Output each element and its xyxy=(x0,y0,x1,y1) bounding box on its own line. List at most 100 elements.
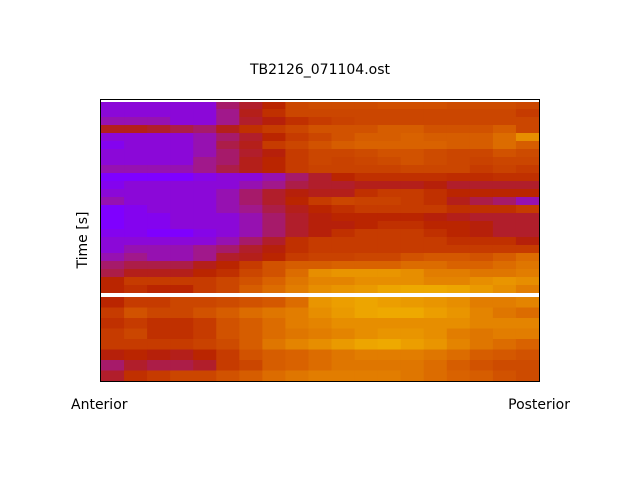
heatmap-cell xyxy=(193,328,217,340)
heatmap-cell xyxy=(101,237,125,246)
heatmap-cell xyxy=(515,297,540,308)
heatmap-cell xyxy=(492,109,517,118)
heatmap-cell xyxy=(124,221,148,230)
heatmap-cell xyxy=(400,101,425,110)
heatmap-cell xyxy=(285,229,309,238)
heatmap-cell xyxy=(469,269,494,278)
heatmap-cell xyxy=(515,237,540,246)
heatmap-cell xyxy=(469,277,494,286)
heatmap-cell xyxy=(308,253,333,262)
heatmap-cell xyxy=(193,189,217,198)
heatmap-cell xyxy=(216,277,240,286)
heatmap-cell xyxy=(285,173,309,182)
heatmap-cell xyxy=(308,133,333,142)
heatmap-cell xyxy=(515,181,540,190)
heatmap-cell xyxy=(193,133,217,142)
heatmap-cell xyxy=(400,285,425,294)
heatmap-cell xyxy=(147,261,171,270)
heatmap-cell xyxy=(515,117,540,126)
heatmap-cell xyxy=(354,221,379,230)
heatmap-cell xyxy=(193,221,217,230)
heatmap-cell xyxy=(193,318,217,329)
heatmap-cell xyxy=(262,261,286,270)
heatmap-cell xyxy=(193,125,217,134)
heatmap-cell xyxy=(423,181,448,190)
heatmap-cell xyxy=(400,261,425,270)
heatmap-cell xyxy=(377,173,402,182)
heatmap-cell xyxy=(101,229,125,238)
heatmap-cell xyxy=(354,157,379,166)
heatmap-cell xyxy=(285,253,309,262)
heatmap-cell xyxy=(285,109,309,118)
heatmap-cell xyxy=(193,197,217,206)
heatmap-cell xyxy=(147,189,171,198)
heatmap-cell xyxy=(423,328,448,340)
heatmap-cell xyxy=(377,109,402,118)
heatmap-cell xyxy=(124,237,148,246)
heatmap-cell xyxy=(285,261,309,270)
heatmap-cell xyxy=(262,181,286,190)
heatmap-cell xyxy=(285,133,309,142)
heatmap-cell xyxy=(446,173,471,182)
heatmap-cell xyxy=(354,318,379,329)
heatmap-cell xyxy=(354,297,379,308)
heatmap-cell xyxy=(124,197,148,206)
heatmap-cell xyxy=(101,173,125,182)
heatmap-cell xyxy=(423,149,448,158)
heatmap-cell xyxy=(331,221,356,230)
heatmap-cell xyxy=(469,253,494,262)
heatmap-cell xyxy=(377,117,402,126)
heatmap-cell xyxy=(377,370,402,382)
heatmap-cell xyxy=(469,229,494,238)
heatmap-cell xyxy=(147,237,171,246)
heatmap-cell xyxy=(285,213,309,222)
heatmap-cell xyxy=(446,297,471,308)
heatmap-cell xyxy=(262,125,286,134)
heatmap-cell xyxy=(400,117,425,126)
heatmap-cell xyxy=(147,307,171,319)
heatmap-cell xyxy=(170,149,194,158)
heatmap-cell xyxy=(216,181,240,190)
heatmap-cell xyxy=(262,109,286,118)
heatmap-cell xyxy=(446,360,471,371)
heatmap-cell xyxy=(354,101,379,110)
heatmap-cell xyxy=(101,109,125,118)
heatmap-cell xyxy=(170,101,194,110)
heatmap-cell xyxy=(492,133,517,142)
heatmap-cell xyxy=(216,229,240,238)
plot-frame xyxy=(100,99,540,382)
heatmap-cell xyxy=(285,285,309,294)
heatmap-cell xyxy=(354,149,379,158)
heatmap-cell xyxy=(285,245,309,254)
heatmap-cell xyxy=(423,269,448,278)
heatmap-cell xyxy=(101,117,125,126)
heatmap-cell xyxy=(377,221,402,230)
heatmap-cell xyxy=(423,133,448,142)
heatmap-cell xyxy=(193,360,217,371)
heatmap-cell xyxy=(216,165,240,174)
heatmap-cell xyxy=(239,277,263,286)
heatmap-cell xyxy=(492,360,517,371)
heatmap-cell xyxy=(216,328,240,340)
heatmap-cell xyxy=(101,125,125,134)
heatmap-cell xyxy=(285,277,309,286)
heatmap-cell xyxy=(216,101,240,110)
heatmap-cell xyxy=(331,197,356,206)
heatmap-cell xyxy=(216,133,240,142)
heatmap-cell xyxy=(262,133,286,142)
heatmap-cell xyxy=(377,349,402,361)
heatmap-cell xyxy=(423,261,448,270)
heatmap-cell xyxy=(492,245,517,254)
heatmap-cell xyxy=(492,197,517,206)
heatmap-cell xyxy=(216,297,240,308)
heatmap-cell xyxy=(331,261,356,270)
heatmap-cell xyxy=(285,101,309,110)
heatmap-cell xyxy=(124,261,148,270)
heatmap-cell xyxy=(101,245,125,254)
heatmap-cell xyxy=(400,149,425,158)
heatmap-cell xyxy=(492,261,517,270)
heatmap-cell xyxy=(147,253,171,262)
heatmap-cell xyxy=(492,189,517,198)
heatmap-cell xyxy=(239,229,263,238)
heatmap-cell xyxy=(400,229,425,238)
